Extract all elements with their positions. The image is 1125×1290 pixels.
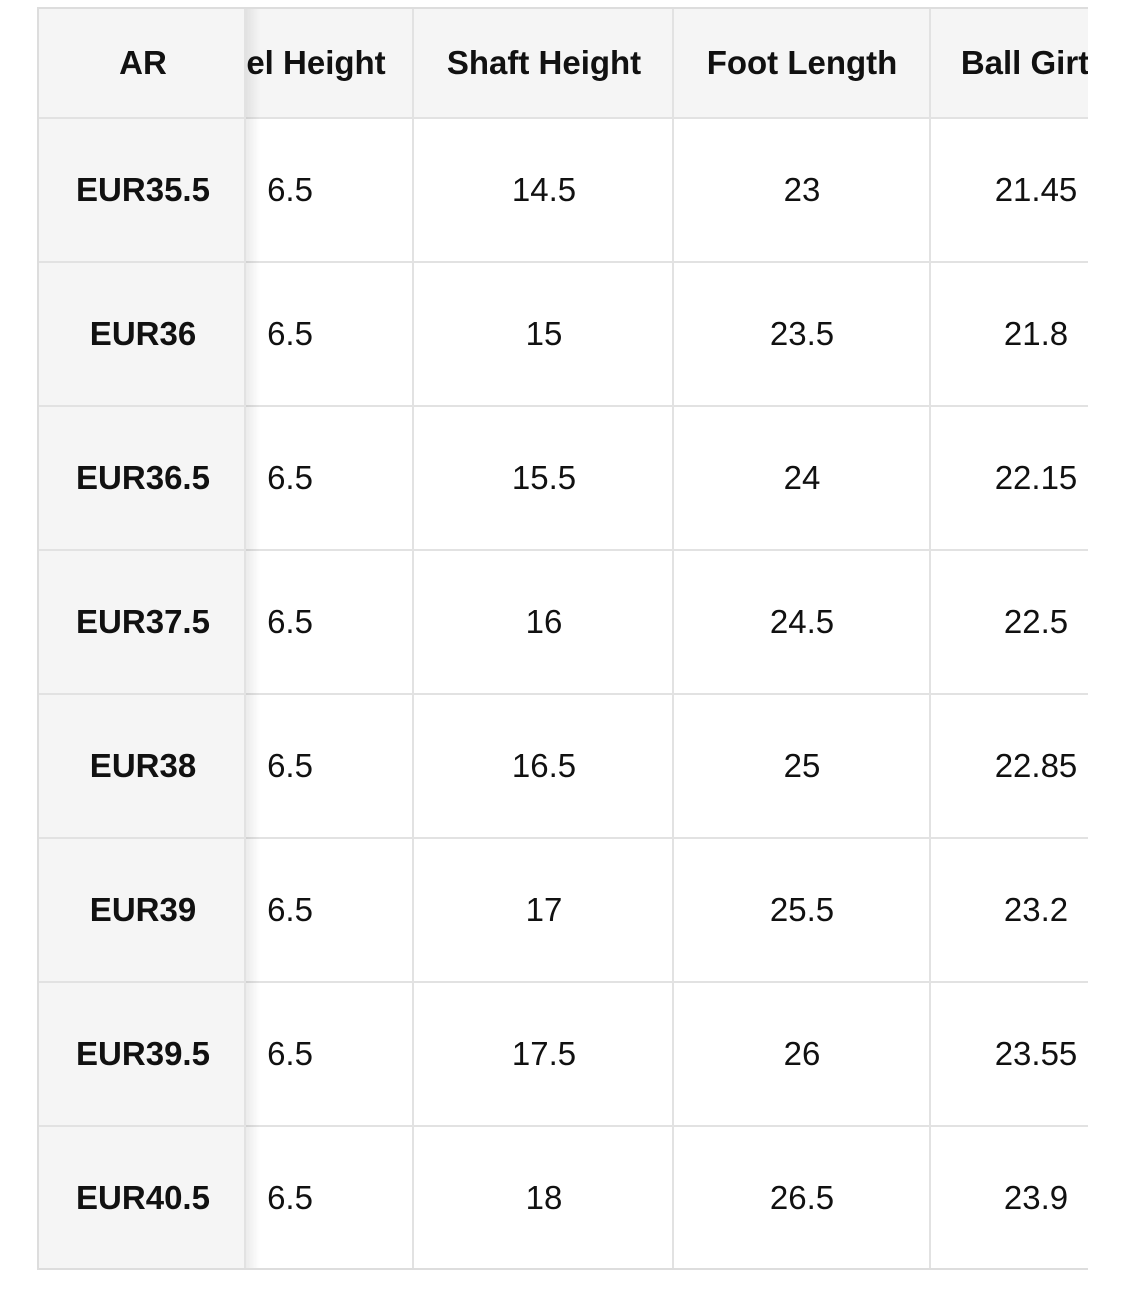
data-cell: 6.5 bbox=[246, 839, 414, 983]
data-cell-text: 21.45 bbox=[994, 171, 1078, 208]
data-cell-text: 21.8 bbox=[1003, 315, 1069, 352]
data-cell: 6.5 bbox=[246, 695, 414, 839]
data-cell-text: 6.5 bbox=[267, 603, 313, 640]
row-label-cell: EUR39.5 bbox=[39, 983, 246, 1127]
row-label-cell-text: EUR35.5 bbox=[76, 171, 210, 208]
data-cell-text: 25.5 bbox=[769, 891, 835, 928]
data-cell: 21.45 bbox=[931, 119, 1088, 263]
data-cell: 23 bbox=[674, 119, 931, 263]
data-cell-text: 26.5 bbox=[769, 1179, 835, 1216]
data-cell: 17 bbox=[414, 839, 674, 983]
data-cell-text: 23.55 bbox=[994, 1035, 1078, 1072]
data-cell: 22.5 bbox=[931, 551, 1088, 695]
data-cell-text: 14.5 bbox=[511, 171, 577, 208]
data-cell: 23.9 bbox=[931, 1127, 1088, 1268]
data-cell: 23.5 bbox=[674, 263, 931, 407]
data-cell-text: 6.5 bbox=[267, 1179, 313, 1216]
data-cell: 16.5 bbox=[414, 695, 674, 839]
data-cell: 15.5 bbox=[414, 407, 674, 551]
header-cell-text: Ball Girt bbox=[960, 44, 1088, 81]
header-cell: el Height bbox=[246, 9, 414, 119]
data-cell: 6.5 bbox=[246, 983, 414, 1127]
data-cell-text: 24 bbox=[783, 459, 821, 496]
row-label-cell-text: EUR37.5 bbox=[76, 603, 210, 640]
data-cell: 6.5 bbox=[246, 1127, 414, 1268]
header-cell-text: Shaft Height bbox=[446, 44, 642, 81]
data-cell: 6.5 bbox=[246, 551, 414, 695]
data-cell: 24 bbox=[674, 407, 931, 551]
row-label-cell: EUR38 bbox=[39, 695, 246, 839]
data-cell-text: 6.5 bbox=[267, 315, 313, 352]
data-cell: 24.5 bbox=[674, 551, 931, 695]
data-cell-text: 23 bbox=[783, 171, 821, 208]
data-cell: 14.5 bbox=[414, 119, 674, 263]
data-cell-text: 17.5 bbox=[511, 1035, 577, 1072]
header-cell: AR bbox=[39, 9, 246, 119]
data-cell: 18 bbox=[414, 1127, 674, 1268]
row-label-cell: EUR36.5 bbox=[39, 407, 246, 551]
data-cell: 25.5 bbox=[674, 839, 931, 983]
data-cell-text: 6.5 bbox=[267, 891, 313, 928]
row-label-cell: EUR40.5 bbox=[39, 1127, 246, 1268]
data-cell: 17.5 bbox=[414, 983, 674, 1127]
header-cell-text: Foot Length bbox=[706, 44, 898, 81]
row-label-cell-text: EUR38 bbox=[89, 747, 197, 784]
data-cell-text: 16.5 bbox=[511, 747, 577, 784]
data-cell: 16 bbox=[414, 551, 674, 695]
data-cell-text: 23.2 bbox=[1003, 891, 1069, 928]
header-cell: Foot Length bbox=[674, 9, 931, 119]
row-label-cell: EUR39 bbox=[39, 839, 246, 983]
data-cell-text: 23.9 bbox=[1003, 1179, 1069, 1216]
row-label-cell-text: EUR40.5 bbox=[76, 1179, 210, 1216]
data-cell-text: 6.5 bbox=[267, 171, 313, 208]
data-cell: 6.5 bbox=[246, 407, 414, 551]
header-cell: Shaft Height bbox=[414, 9, 674, 119]
data-cell: 22.15 bbox=[931, 407, 1088, 551]
data-cell: 15 bbox=[414, 263, 674, 407]
data-cell-text: 22.15 bbox=[994, 459, 1078, 496]
data-cell: 23.55 bbox=[931, 983, 1088, 1127]
data-cell-text: 22.5 bbox=[1003, 603, 1069, 640]
data-cell: 23.2 bbox=[931, 839, 1088, 983]
data-cell-text: 6.5 bbox=[267, 1035, 313, 1072]
row-label-cell: EUR36 bbox=[39, 263, 246, 407]
data-cell-text: 15 bbox=[525, 315, 563, 352]
data-cell-text: 6.5 bbox=[267, 459, 313, 496]
data-cell-text: 18 bbox=[525, 1179, 563, 1216]
header-cell-text: AR bbox=[119, 44, 167, 81]
data-cell-text: 24.5 bbox=[769, 603, 835, 640]
data-cell-text: 22.85 bbox=[994, 747, 1078, 784]
data-cell: 6.5 bbox=[246, 119, 414, 263]
data-cell-text: 25 bbox=[783, 747, 821, 784]
row-label-cell: EUR35.5 bbox=[39, 119, 246, 263]
header-cell: Ball Girt bbox=[931, 9, 1088, 119]
data-cell: 22.85 bbox=[931, 695, 1088, 839]
row-label-cell: EUR37.5 bbox=[39, 551, 246, 695]
data-cell-text: 15.5 bbox=[511, 459, 577, 496]
data-cell-text: 16 bbox=[525, 603, 563, 640]
size-table: AR el Height Shaft Height Foot Length Ball G… bbox=[37, 7, 1088, 1270]
data-cell: 21.8 bbox=[931, 263, 1088, 407]
row-label-cell-text: EUR39 bbox=[89, 891, 197, 928]
data-cell-text: 17 bbox=[525, 891, 563, 928]
row-label-cell-text: EUR36.5 bbox=[76, 459, 210, 496]
data-cell-text: 6.5 bbox=[267, 747, 313, 784]
data-cell: 26 bbox=[674, 983, 931, 1127]
data-cell-text: 23.5 bbox=[769, 315, 835, 352]
data-cell: 25 bbox=[674, 695, 931, 839]
header-cell-text: el Height bbox=[246, 44, 386, 81]
data-cell: 6.5 bbox=[246, 263, 414, 407]
data-cell: 26.5 bbox=[674, 1127, 931, 1268]
row-label-cell-text: EUR39.5 bbox=[76, 1035, 210, 1072]
data-cell-text: 26 bbox=[783, 1035, 821, 1072]
row-label-cell-text: EUR36 bbox=[89, 315, 197, 352]
